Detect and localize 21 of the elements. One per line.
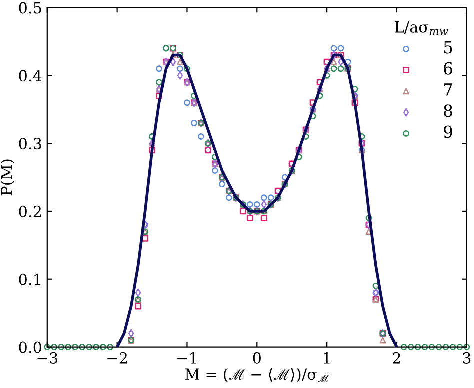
legend-label: 7: [444, 84, 452, 96]
x-tick-label: 0: [253, 352, 261, 364]
x-tick-label: −3: [38, 352, 58, 364]
x-tick-label: 3: [463, 352, 471, 364]
y-tick-label: 0.2: [19, 206, 42, 218]
legend-label: 8: [444, 104, 452, 118]
x-tick-label: 2: [393, 352, 400, 364]
y-tick-label: 0.0: [19, 342, 42, 354]
y-tick-label: 0.4: [19, 70, 42, 82]
y-tick-label: 0.3: [19, 138, 42, 150]
x-tick-label: −1: [178, 352, 196, 364]
y-tick-label: 0.1: [19, 274, 40, 286]
x-tick-label: 1: [324, 352, 330, 364]
legend-label: 6: [444, 62, 453, 75]
y-tick-label: 0.5: [19, 2, 42, 14]
legend-label: 9: [444, 126, 452, 138]
x-axis-title: M = (ℳ − ⟨ℳ⟩)/σ$_{ℳ}$: [185, 368, 329, 382]
x-tick-label: −2: [108, 352, 128, 364]
legend-title: L/aσ$_{mw}$: [395, 22, 448, 36]
y-axis-title: P(M): [0, 160, 15, 196]
legend-label: 5: [444, 41, 452, 54]
